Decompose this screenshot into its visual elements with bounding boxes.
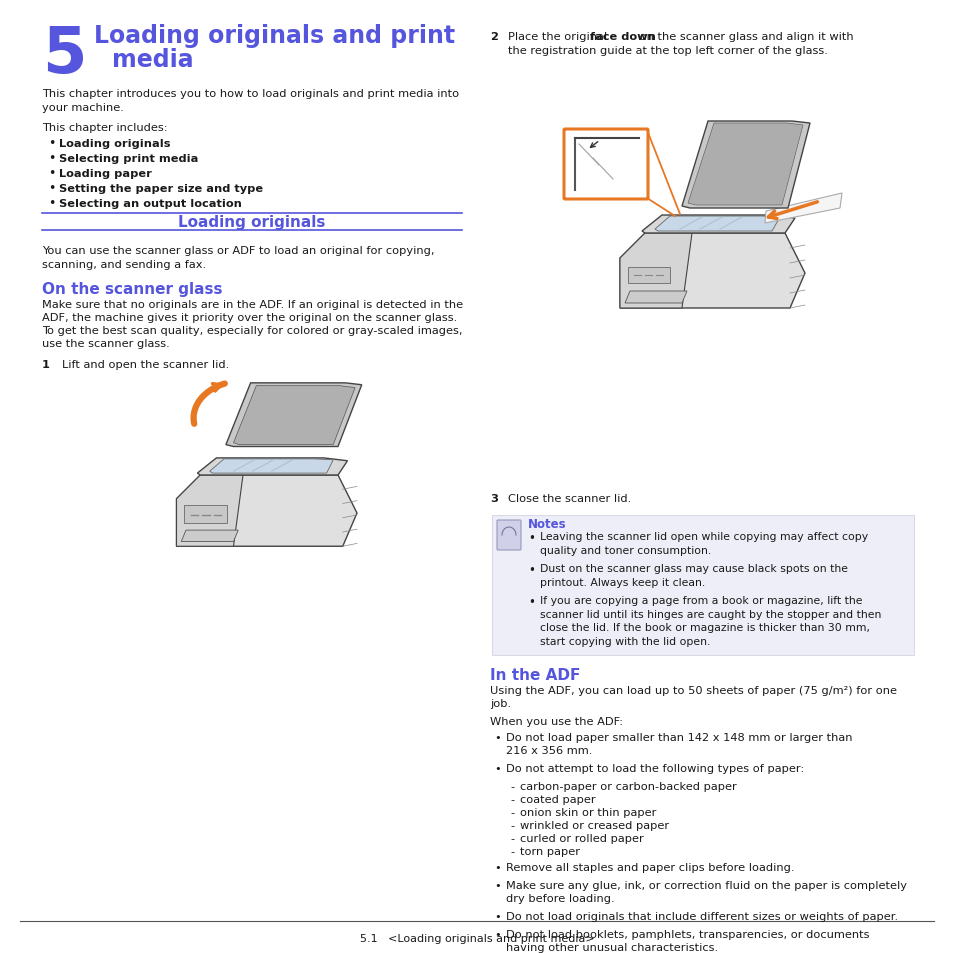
Text: You can use the scanner glass or ADF to load an original for copying,: You can use the scanner glass or ADF to … xyxy=(42,246,434,255)
Text: •: • xyxy=(48,182,55,194)
Text: Do not load booklets, pamphlets, transparencies, or documents
having other unusu: Do not load booklets, pamphlets, transpa… xyxy=(505,929,868,952)
Text: Loading originals: Loading originals xyxy=(59,139,171,149)
Text: •: • xyxy=(48,167,55,180)
Text: use the scanner glass.: use the scanner glass. xyxy=(42,338,170,349)
Text: Setting the paper size and type: Setting the paper size and type xyxy=(59,184,263,193)
Text: •: • xyxy=(48,196,55,210)
Text: Using the ADF, you can load up to 50 sheets of paper (75 g/m²) for one: Using the ADF, you can load up to 50 she… xyxy=(490,685,896,696)
Text: When you use the ADF:: When you use the ADF: xyxy=(490,717,622,726)
Text: In the ADF: In the ADF xyxy=(490,667,579,682)
Text: Do not load paper smaller than 142 x 148 mm or larger than
216 x 356 mm.: Do not load paper smaller than 142 x 148… xyxy=(505,732,852,756)
Text: wrinkled or creased paper: wrinkled or creased paper xyxy=(519,821,668,830)
Polygon shape xyxy=(226,383,361,447)
Text: carbon-paper or carbon-backed paper: carbon-paper or carbon-backed paper xyxy=(519,781,736,791)
Polygon shape xyxy=(619,233,804,309)
Polygon shape xyxy=(681,122,809,209)
Bar xyxy=(184,506,227,523)
Text: face down: face down xyxy=(589,32,655,42)
Bar xyxy=(492,516,913,656)
Text: •: • xyxy=(494,929,500,939)
Text: 5: 5 xyxy=(42,24,87,86)
Polygon shape xyxy=(176,476,356,547)
Text: job.: job. xyxy=(490,699,511,708)
Text: Do not load originals that include different sizes or weights of paper.: Do not load originals that include diffe… xyxy=(505,911,897,921)
Text: Close the scanner lid.: Close the scanner lid. xyxy=(507,494,631,503)
Text: This chapter includes:: This chapter includes: xyxy=(42,123,168,132)
Text: -: - xyxy=(510,781,514,791)
Polygon shape xyxy=(764,193,841,224)
Text: the registration guide at the top left corner of the glass.: the registration guide at the top left c… xyxy=(507,46,827,56)
Text: -: - xyxy=(510,833,514,843)
Text: your machine.: your machine. xyxy=(42,103,124,112)
Text: Remove all staples and paper clips before loading.: Remove all staples and paper clips befor… xyxy=(505,862,794,872)
Text: -: - xyxy=(510,807,514,817)
Text: -: - xyxy=(510,821,514,830)
Text: Loading originals and print: Loading originals and print xyxy=(94,24,455,48)
Text: curled or rolled paper: curled or rolled paper xyxy=(519,833,643,843)
Text: Make sure any glue, ink, or correction fluid on the paper is completely
dry befo: Make sure any glue, ink, or correction f… xyxy=(505,880,906,903)
Text: scanning, and sending a fax.: scanning, and sending a fax. xyxy=(42,260,206,270)
Text: 2: 2 xyxy=(490,32,497,42)
Text: •: • xyxy=(527,532,535,544)
Text: 1: 1 xyxy=(42,359,50,370)
Text: •: • xyxy=(494,880,500,890)
FancyBboxPatch shape xyxy=(497,520,520,551)
Text: ADF, the machine gives it priority over the original on the scanner glass.: ADF, the machine gives it priority over … xyxy=(42,313,456,323)
Polygon shape xyxy=(641,215,794,233)
Polygon shape xyxy=(619,233,691,309)
Text: On the scanner glass: On the scanner glass xyxy=(42,282,222,296)
Text: •: • xyxy=(494,862,500,872)
Text: coated paper: coated paper xyxy=(519,794,595,804)
Text: If you are copying a page from a book or magazine, lift the
scanner lid until it: If you are copying a page from a book or… xyxy=(539,596,881,646)
Text: Loading paper: Loading paper xyxy=(59,169,152,179)
Polygon shape xyxy=(233,386,355,445)
Text: •: • xyxy=(527,596,535,608)
Polygon shape xyxy=(197,458,347,476)
Polygon shape xyxy=(687,124,802,206)
Bar xyxy=(627,268,669,284)
Text: Selecting an output location: Selecting an output location xyxy=(59,199,242,209)
Polygon shape xyxy=(210,459,333,474)
Polygon shape xyxy=(655,216,780,232)
Text: Place the original: Place the original xyxy=(507,32,610,42)
Text: Do not attempt to load the following types of paper:: Do not attempt to load the following typ… xyxy=(505,763,803,773)
Text: •: • xyxy=(494,732,500,742)
FancyBboxPatch shape xyxy=(563,130,647,200)
Text: To get the best scan quality, especially for colored or gray-scaled images,: To get the best scan quality, especially… xyxy=(42,326,462,335)
Text: media: media xyxy=(112,48,193,71)
Text: -: - xyxy=(510,846,514,856)
Text: •: • xyxy=(494,763,500,773)
Text: Notes: Notes xyxy=(527,517,566,531)
Text: 3: 3 xyxy=(490,494,497,503)
Text: •: • xyxy=(494,911,500,921)
Text: Selecting print media: Selecting print media xyxy=(59,153,198,164)
Text: Loading originals: Loading originals xyxy=(178,214,325,230)
Text: •: • xyxy=(48,137,55,150)
Polygon shape xyxy=(624,292,686,304)
Text: Leaving the scanner lid open while copying may affect copy
quality and toner con: Leaving the scanner lid open while copyi… xyxy=(539,532,867,555)
Text: 5.1   <Loading originals and print media>: 5.1 <Loading originals and print media> xyxy=(359,933,594,943)
Polygon shape xyxy=(176,476,243,547)
Text: torn paper: torn paper xyxy=(519,846,579,856)
Text: •: • xyxy=(527,563,535,577)
Text: This chapter introduces you to how to load originals and print media into: This chapter introduces you to how to lo… xyxy=(42,89,458,99)
Text: -: - xyxy=(510,794,514,804)
Text: Make sure that no originals are in the ADF. If an original is detected in the: Make sure that no originals are in the A… xyxy=(42,299,462,310)
Text: Dust on the scanner glass may cause black spots on the
printout. Always keep it : Dust on the scanner glass may cause blac… xyxy=(539,563,847,587)
Text: •: • xyxy=(48,152,55,165)
Text: onion skin or thin paper: onion skin or thin paper xyxy=(519,807,656,817)
Text: on the scanner glass and align it with: on the scanner glass and align it with xyxy=(635,32,852,42)
Polygon shape xyxy=(181,531,238,542)
Text: Lift and open the scanner lid.: Lift and open the scanner lid. xyxy=(62,359,229,370)
